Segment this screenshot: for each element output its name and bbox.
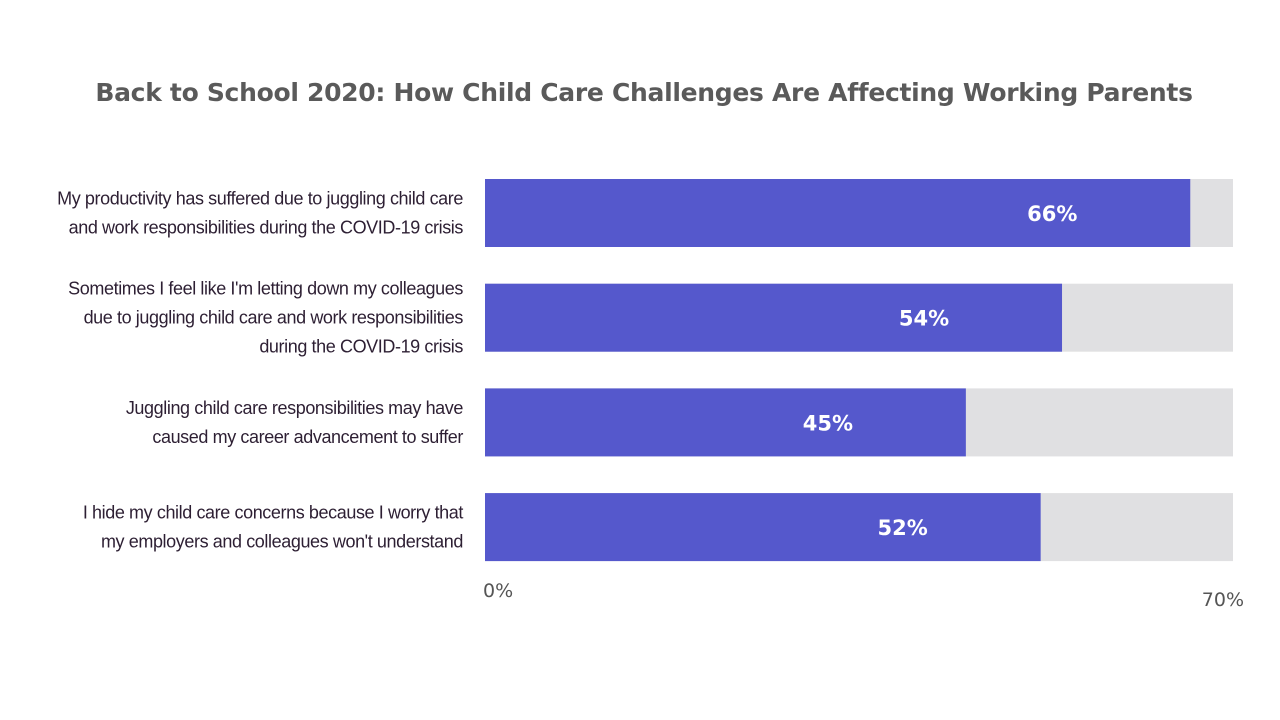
data-label: 54% — [899, 307, 949, 331]
tick-label-min: 0% — [483, 580, 513, 602]
category-label-line: during the COVID-19 crisis — [259, 337, 463, 357]
category-label-line: Juggling child care responsibilities may… — [126, 398, 464, 418]
chart-title: Back to School 2020: How Child Care Chal… — [95, 78, 1193, 107]
category-label-line: due to juggling child care and work resp… — [84, 308, 464, 328]
category-label-line: and work responsibilities during the COV… — [69, 218, 464, 238]
bar — [485, 493, 1041, 562]
category-label-line: my employers and colleagues won't unders… — [101, 532, 463, 552]
category-label-line: caused my career advancement to suffer — [152, 427, 463, 447]
tick-label-max: 70% — [1202, 589, 1244, 611]
bar — [485, 283, 1063, 352]
data-label: 52% — [878, 516, 928, 540]
category-label: Sometimes I feel like I'm letting down m… — [68, 279, 463, 357]
bar — [485, 179, 1191, 247]
bar — [485, 388, 966, 457]
category-label-line: My productivity has suffered due to jugg… — [57, 189, 463, 209]
category-label-line: Sometimes I feel like I'm letting down m… — [68, 279, 463, 299]
category-label: I hide my child care concerns because I … — [83, 503, 464, 552]
data-label: 45% — [803, 411, 853, 435]
category-label-line: I hide my child care concerns because I … — [83, 503, 464, 523]
data-label: 66% — [1027, 202, 1077, 226]
category-label: My productivity has suffered due to jugg… — [57, 189, 463, 238]
category-label: Juggling child care responsibilities may… — [126, 398, 464, 447]
